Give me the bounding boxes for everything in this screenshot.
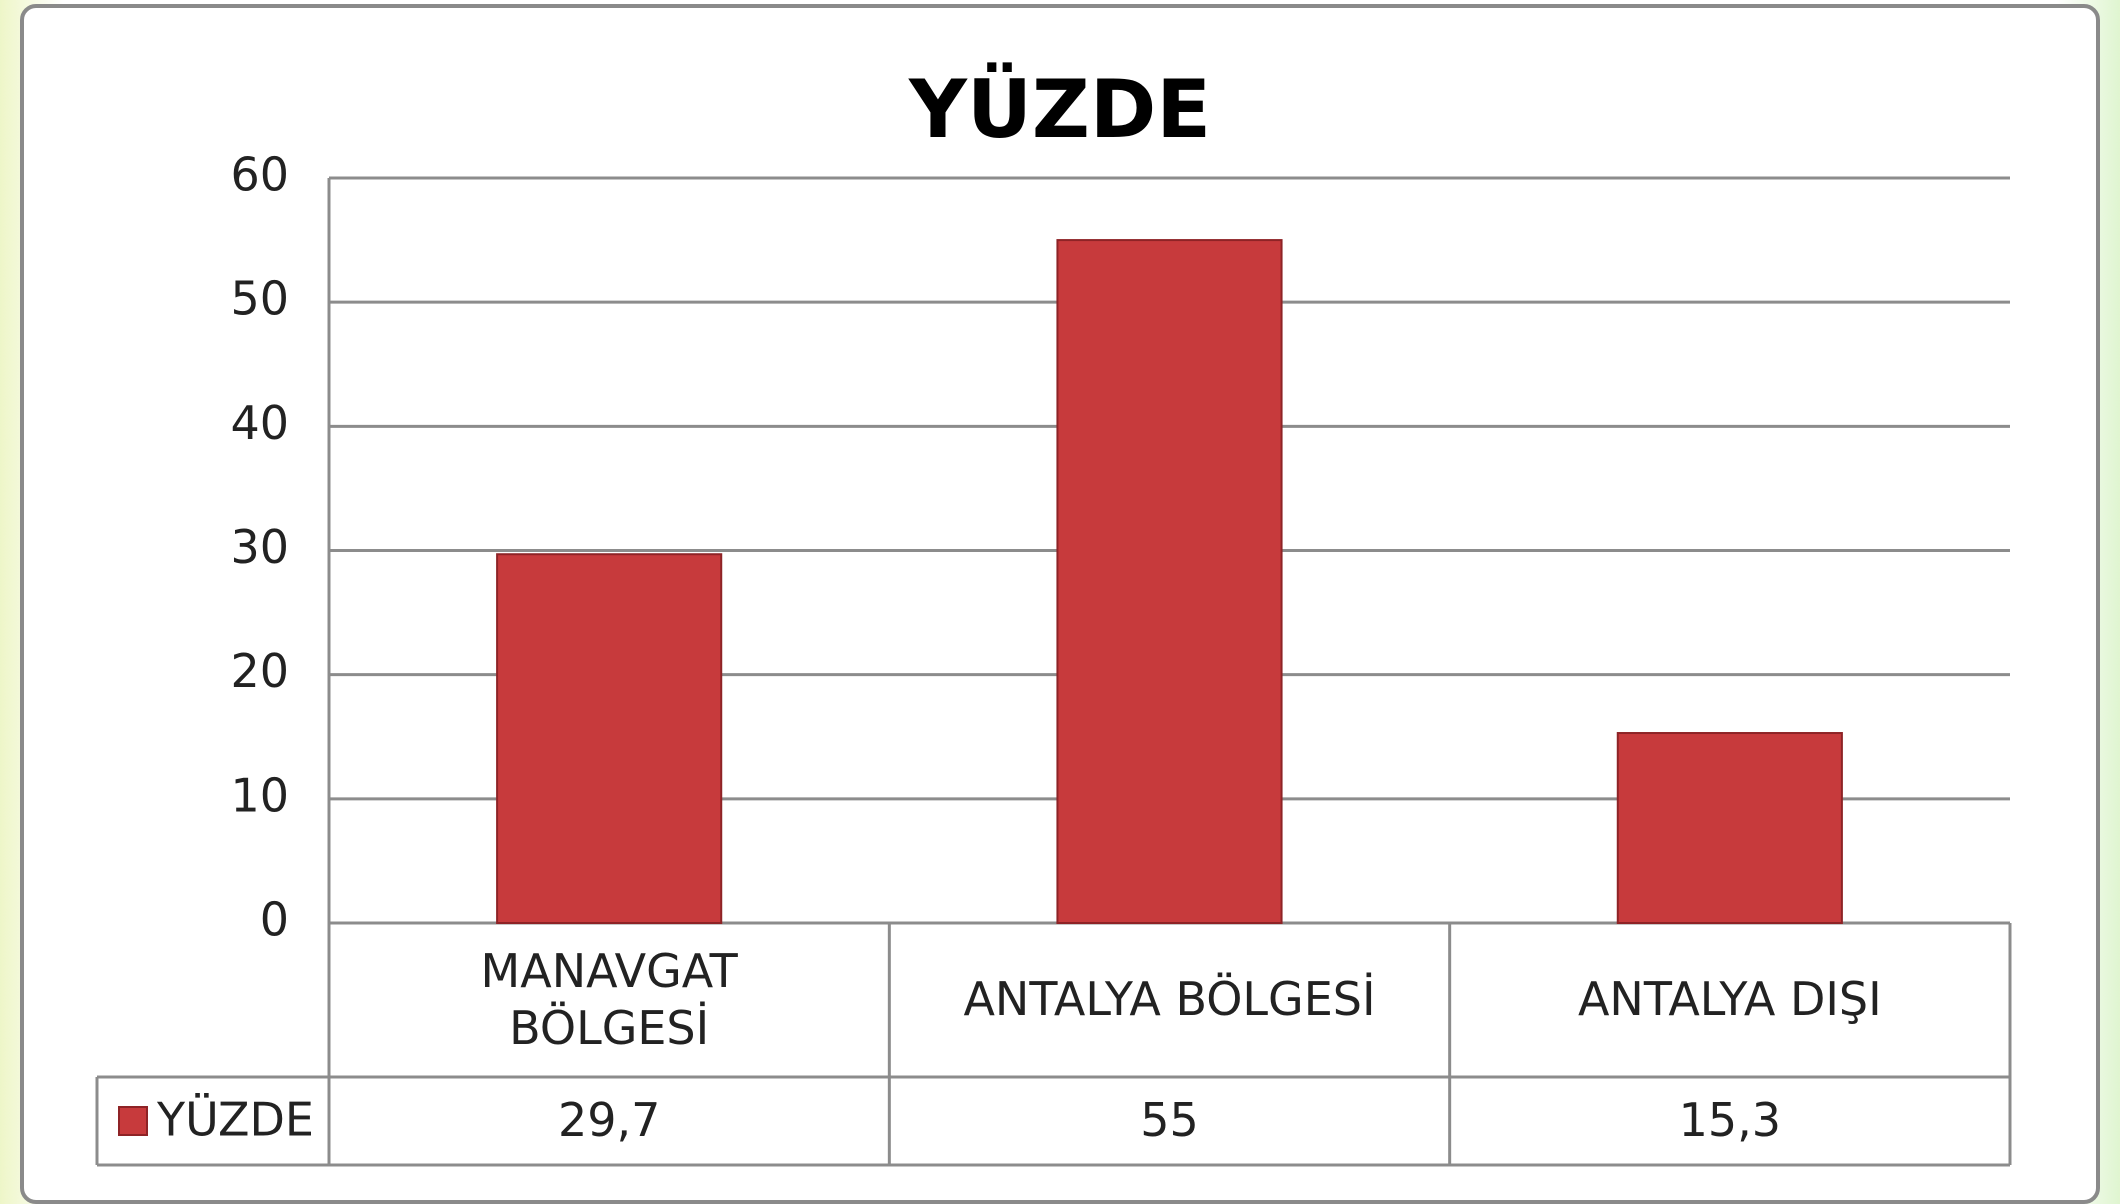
x-tick-label-text: MANAVGAT BÖLGESİ (480, 943, 738, 1056)
chart-title: YÜZDE (908, 62, 1211, 156)
y-tick-label: 40 (230, 396, 289, 450)
bar (1056, 239, 1283, 925)
value-label: 29,7 (329, 1077, 889, 1165)
x-tick-label: MANAVGAT BÖLGESİ (329, 923, 889, 1077)
value-label-text: 15,3 (1678, 1093, 1782, 1148)
value-label-text: 29,7 (557, 1093, 661, 1148)
bar (496, 553, 723, 924)
legend-key (118, 1106, 148, 1136)
bar (1616, 732, 1843, 925)
value-label: 15,3 (1450, 1077, 2010, 1165)
value-label: 55 (889, 1077, 1449, 1165)
y-tick-label: 0 (260, 893, 289, 947)
x-tick-label-text: ANTALYA DIŞI (1577, 972, 1882, 1027)
y-tick-label: 20 (230, 644, 289, 698)
y-tick-label: 50 (230, 272, 289, 326)
x-tick-label: ANTALYA BÖLGESİ (889, 923, 1449, 1077)
value-label-text: 55 (1140, 1093, 1199, 1148)
x-tick-label: ANTALYA DIŞI (1450, 923, 2010, 1077)
chart: YÜZDE 0 10 20 30 40 50 60 YÜZDE (95, 62, 2012, 1167)
y-tick-label: 10 (230, 768, 289, 822)
y-tick-label: 30 (230, 520, 289, 574)
y-tick-label: 60 (230, 148, 289, 202)
x-tick-label-text: ANTALYA BÖLGESİ (963, 972, 1376, 1027)
legend-label: YÜZDE (156, 1093, 314, 1147)
